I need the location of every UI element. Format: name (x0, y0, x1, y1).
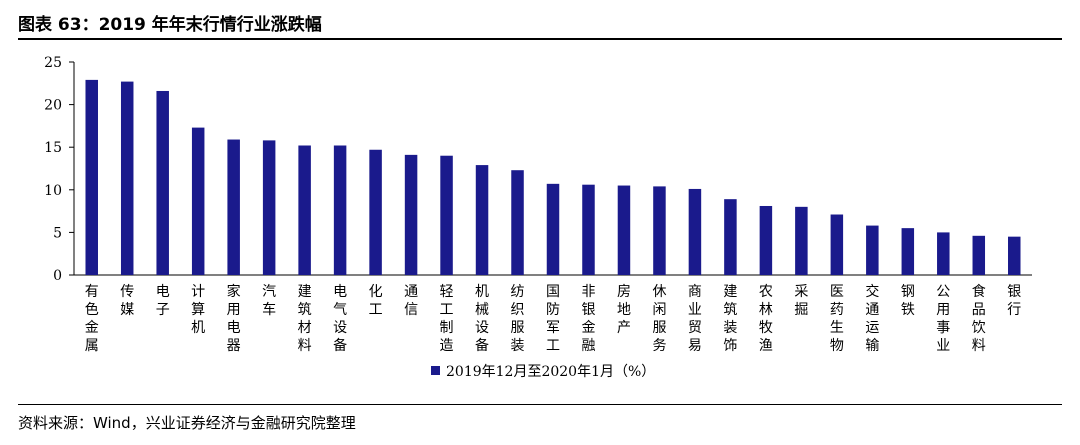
bar (156, 90, 169, 275)
y-tick-label: 15 (44, 140, 62, 156)
y-tick-label: 20 (44, 98, 62, 114)
bar (298, 145, 311, 275)
x-tick-label: 公用事业 (936, 284, 950, 354)
figure-title: 图表 63：2019 年年末行情行业涨跌幅 (18, 15, 322, 35)
x-tick-label: 有色金属 (85, 284, 99, 354)
y-tick-label: 5 (53, 225, 62, 241)
bar (475, 165, 489, 275)
bar (333, 145, 347, 275)
x-tick-label: 建筑装饰 (723, 284, 737, 354)
x-tick-label: 传媒 (120, 284, 134, 318)
x-tick-label: 计算机 (191, 284, 205, 336)
x-tick-label: 汽车 (262, 284, 276, 318)
y-tick-label: 10 (44, 183, 62, 199)
bar (582, 184, 595, 275)
bar (617, 185, 631, 275)
x-tick-label: 化工 (369, 284, 383, 318)
y-tick-label: 25 (44, 55, 62, 71)
x-tick-label: 钢铁 (901, 284, 915, 318)
x-tick-label: 采掘 (794, 284, 808, 318)
x-tick-label: 国防军工 (546, 284, 560, 354)
x-tick-label: 食品饮料 (972, 283, 986, 354)
legend-label: 2019年12月至2020年1月（%） (446, 364, 655, 380)
bar (85, 79, 98, 275)
x-tick-label: 电气设备 (333, 284, 347, 354)
bar (262, 140, 276, 275)
bar (688, 188, 702, 275)
x-tick-label: 建筑材料 (298, 284, 312, 354)
x-tick-label: 休闲服务 (652, 284, 666, 354)
x-tick-label: 家用电器 (227, 283, 241, 354)
x-tick-label: 轻工制造 (440, 284, 454, 354)
x-tick-label: 交通运输 (865, 283, 879, 354)
y-tick-labels: 0 5 10 15 20 25 (44, 55, 62, 284)
legend-swatch (431, 366, 440, 375)
bar (191, 127, 205, 275)
bar (901, 228, 915, 275)
bar (972, 235, 986, 275)
bar (653, 186, 666, 275)
bar (1008, 236, 1021, 275)
x-tick-label: 机械设备 (475, 284, 489, 354)
bar (866, 225, 879, 275)
source-note: 资料来源：Wind，兴业证券经济与金融研究院整理 (18, 414, 356, 432)
y-tick-label: 0 (53, 268, 62, 284)
bar (830, 214, 844, 275)
bar (227, 139, 240, 275)
x-tick-label: 电子 (156, 284, 170, 318)
bar (369, 149, 382, 275)
bar (937, 232, 950, 275)
bar (120, 81, 134, 275)
legend: 2019年12月至2020年1月（%） (431, 364, 655, 380)
bar (440, 155, 453, 275)
x-tick-label: 非银金融 (581, 284, 595, 354)
x-tick-label: 纺织服装 (511, 284, 525, 354)
title-rule (18, 38, 1062, 40)
x-tick-label: 医药生物 (830, 284, 844, 354)
bars (85, 79, 1021, 275)
bar (759, 205, 773, 275)
x-tick-label: 通信 (404, 284, 418, 318)
bar (511, 170, 524, 275)
bar (546, 183, 560, 275)
source-rule (18, 404, 1062, 405)
x-tick-label: 银行 (1007, 284, 1021, 318)
x-tick-label: 农林牧渔 (759, 284, 773, 354)
x-tick-label: 商业贸易 (688, 284, 702, 354)
bar (404, 154, 418, 275)
bar (724, 199, 737, 275)
x-tick-label: 房地产 (617, 284, 631, 336)
bar (795, 206, 808, 275)
